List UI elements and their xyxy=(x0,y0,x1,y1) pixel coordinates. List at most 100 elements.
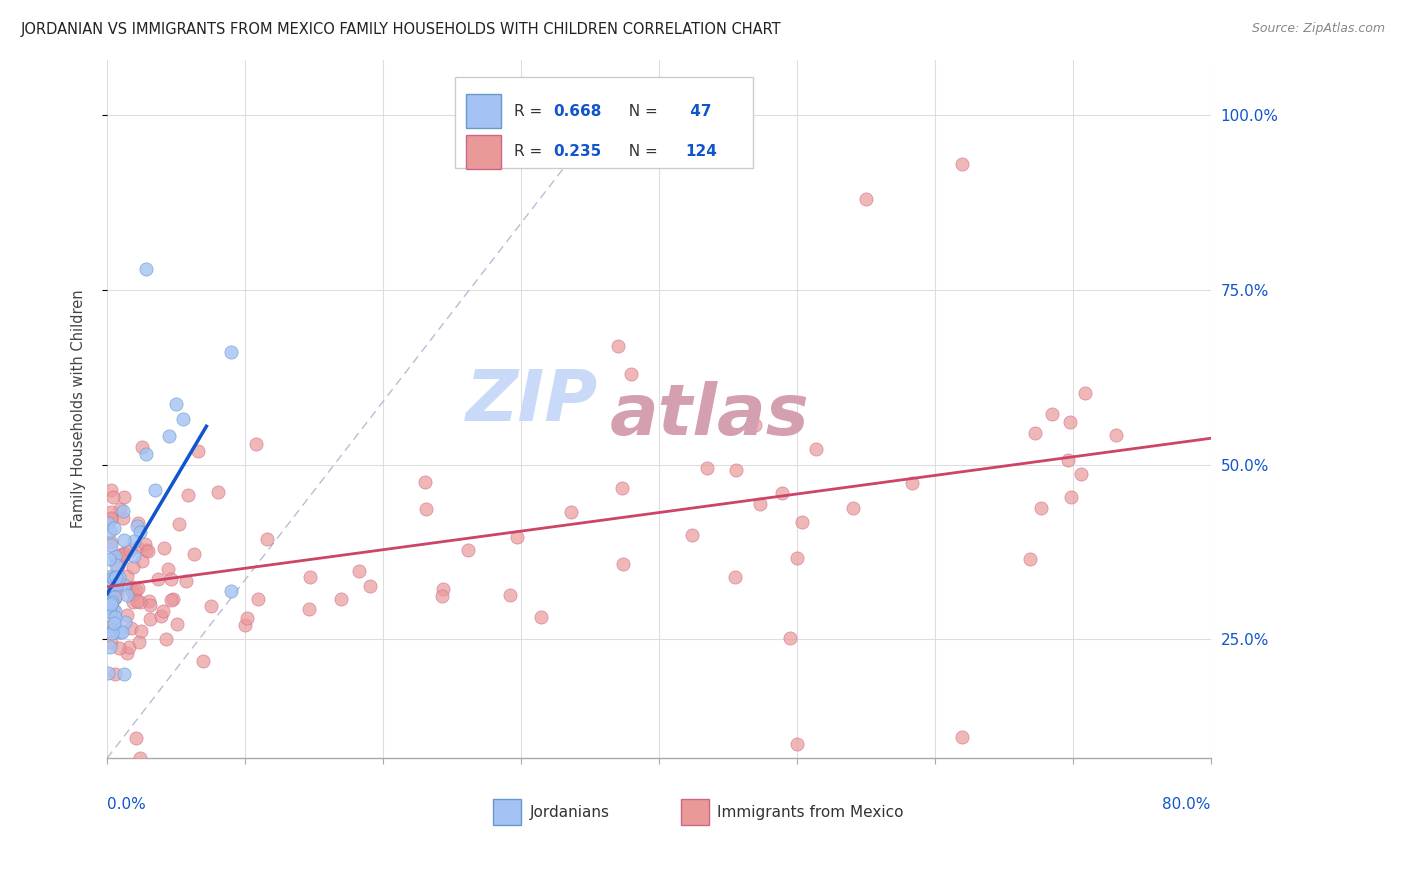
Point xyxy=(1060,491,1083,505)
Point xyxy=(115,588,138,602)
Point xyxy=(127,541,149,555)
Point xyxy=(159,572,181,586)
Point xyxy=(100,538,122,552)
Point xyxy=(114,547,136,561)
Point xyxy=(100,634,122,648)
Point xyxy=(207,485,229,500)
Point xyxy=(131,554,153,568)
Point xyxy=(620,367,643,381)
Point xyxy=(1031,500,1053,515)
Point xyxy=(121,584,143,599)
Point xyxy=(779,631,801,645)
Point xyxy=(329,592,352,607)
Point xyxy=(167,516,190,531)
Point xyxy=(786,550,808,565)
Point xyxy=(101,595,124,609)
Point xyxy=(127,516,149,530)
Point xyxy=(103,520,125,534)
Point xyxy=(187,444,209,458)
Text: 47: 47 xyxy=(685,103,711,119)
Point xyxy=(560,505,582,519)
Point xyxy=(696,461,718,475)
Point xyxy=(100,588,122,602)
Point xyxy=(146,572,169,586)
Point xyxy=(104,558,127,572)
Point xyxy=(124,587,146,601)
Text: R =: R = xyxy=(515,103,547,119)
Point xyxy=(149,609,172,624)
Point xyxy=(112,578,135,592)
Point xyxy=(108,625,131,640)
Point xyxy=(135,262,157,277)
Point xyxy=(152,604,174,618)
Point xyxy=(177,488,200,502)
Text: JORDANIAN VS IMMIGRANTS FROM MEXICO FAMILY HOUSEHOLDS WITH CHILDREN CORRELATION : JORDANIAN VS IMMIGRANTS FROM MEXICO FAMI… xyxy=(21,22,782,37)
Point xyxy=(457,542,479,557)
Point xyxy=(786,737,808,751)
Point xyxy=(100,572,122,586)
Point xyxy=(111,549,134,563)
Point xyxy=(125,582,148,597)
Point xyxy=(143,483,166,497)
Point xyxy=(155,632,177,647)
Text: 0.0%: 0.0% xyxy=(107,797,146,812)
Point xyxy=(100,591,122,605)
Point xyxy=(97,666,120,681)
Point xyxy=(97,516,120,530)
Point xyxy=(103,602,125,616)
Point xyxy=(219,345,242,359)
Point xyxy=(138,612,160,626)
Text: Immigrants from Mexico: Immigrants from Mexico xyxy=(717,805,904,820)
Point xyxy=(855,192,877,206)
Point xyxy=(612,557,634,571)
Point xyxy=(134,536,156,550)
Point xyxy=(112,546,135,560)
Point xyxy=(98,640,121,655)
Text: ZIP: ZIP xyxy=(465,368,598,436)
Point xyxy=(112,667,135,681)
Point xyxy=(183,547,205,561)
Point xyxy=(1040,407,1063,421)
Point xyxy=(104,591,127,606)
Point xyxy=(1019,552,1042,566)
Point xyxy=(247,592,270,607)
Point xyxy=(103,609,125,624)
Point xyxy=(121,560,143,574)
Point xyxy=(118,640,141,654)
Point xyxy=(770,486,793,500)
Point xyxy=(105,570,128,584)
Point xyxy=(100,505,122,519)
Point xyxy=(111,625,134,640)
Point xyxy=(413,475,436,490)
Point xyxy=(105,576,128,591)
Point xyxy=(104,549,127,563)
Point xyxy=(725,463,748,477)
Point xyxy=(135,542,157,557)
Point xyxy=(112,490,135,504)
Text: N =: N = xyxy=(619,145,662,160)
Point xyxy=(100,597,122,611)
Point xyxy=(792,516,814,530)
FancyBboxPatch shape xyxy=(465,95,501,128)
Point xyxy=(804,442,827,456)
Point xyxy=(111,511,134,525)
Point xyxy=(174,574,197,589)
Point xyxy=(112,504,135,518)
Text: Jordanians: Jordanians xyxy=(530,805,610,820)
Point xyxy=(1024,425,1046,440)
Point xyxy=(103,573,125,587)
Point xyxy=(107,559,129,574)
Point xyxy=(104,604,127,618)
Point xyxy=(103,624,125,638)
Point xyxy=(100,535,122,549)
Point xyxy=(100,579,122,593)
Point xyxy=(101,490,124,504)
Point xyxy=(100,593,122,607)
Point xyxy=(159,592,181,607)
Point xyxy=(136,543,159,558)
Point xyxy=(165,397,187,411)
Point xyxy=(298,602,321,616)
Point xyxy=(430,589,453,603)
Point xyxy=(125,519,148,533)
Point xyxy=(122,533,145,548)
